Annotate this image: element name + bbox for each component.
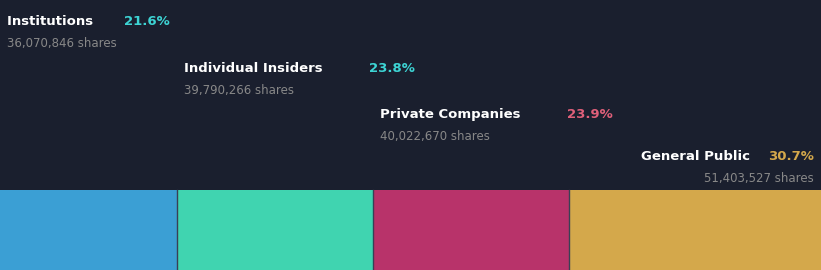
Bar — [177, 190, 373, 270]
Text: 23.8%: 23.8% — [369, 62, 415, 75]
Bar — [0, 190, 177, 270]
Text: Private Companies: Private Companies — [380, 108, 525, 121]
Text: 36,070,846 shares: 36,070,846 shares — [7, 37, 117, 50]
Text: General Public: General Public — [641, 150, 754, 163]
Text: 30.7%: 30.7% — [768, 150, 814, 163]
Text: 51,403,527 shares: 51,403,527 shares — [704, 172, 814, 185]
Text: 21.6%: 21.6% — [124, 15, 170, 28]
Text: Individual Insiders: Individual Insiders — [185, 62, 328, 75]
Text: 39,790,266 shares: 39,790,266 shares — [185, 84, 295, 97]
Text: 23.9%: 23.9% — [567, 108, 612, 121]
Text: Institutions: Institutions — [7, 15, 98, 28]
Text: 40,022,670 shares: 40,022,670 shares — [380, 130, 489, 143]
Bar — [569, 190, 821, 270]
Bar — [373, 190, 569, 270]
